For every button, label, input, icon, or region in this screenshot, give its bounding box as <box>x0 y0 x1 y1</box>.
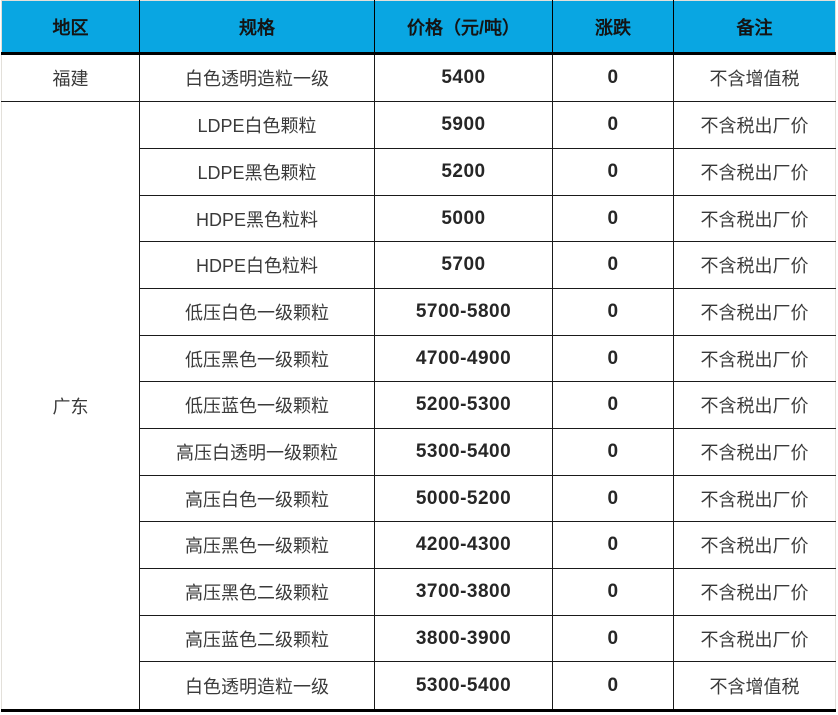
change-cell: 0 <box>552 194 674 243</box>
table-body: 福建 白色透明造粒一级 5400 0 不含增值税 广东 LDPE白色颗粒 5900 0 不含税出厂… <box>1 52 836 711</box>
note-cell: 不含税出厂价 <box>673 148 836 196</box>
price-cell: 3700-3800 <box>374 568 553 616</box>
spec-cell: 低压蓝色一级颗粒 <box>139 381 375 430</box>
change-cell: 0 <box>552 428 674 476</box>
spec-cell: 白色透明造粒一级 <box>139 52 375 103</box>
change-cell: 0 <box>552 521 674 570</box>
spec-cell: HDPE白色粒料 <box>139 241 375 290</box>
change-cell: 0 <box>552 52 674 103</box>
price-cell: 5700 <box>374 241 553 290</box>
spec-cell: LDPE黑色颗粒 <box>139 148 375 196</box>
note-cell: 不含增值税 <box>673 661 836 711</box>
price-cell: 3800-3900 <box>374 614 553 663</box>
note-cell: 不含税出厂价 <box>673 521 836 570</box>
price-cell: 5000 <box>374 194 553 243</box>
table-row: 高压黑色一级颗粒 4200-4300 0 不含税出厂价 <box>2 521 836 570</box>
change-cell: 0 <box>552 101 674 150</box>
column-header-spec: 规格 <box>139 0 375 55</box>
table-row: 白色透明造粒一级 5300-5400 0 不含增值税 <box>2 661 836 711</box>
price-cell: 5200 <box>374 148 553 196</box>
note-cell: 不含税出厂价 <box>673 101 836 150</box>
change-cell: 0 <box>552 381 674 430</box>
price-cell: 5300-5400 <box>374 661 553 711</box>
change-cell: 0 <box>552 241 674 290</box>
table-row: 低压白色一级颗粒 5700-5800 0 不含税出厂价 <box>2 288 836 336</box>
note-cell: 不含税出厂价 <box>673 241 836 290</box>
price-cell: 4200-4300 <box>374 521 553 570</box>
table-row: LDPE黑色颗粒 5200 0 不含税出厂价 <box>2 148 836 196</box>
table-row: HDPE黑色粒料 5000 0 不含税出厂价 <box>2 194 836 243</box>
spec-cell: 高压白色一级颗粒 <box>139 474 375 523</box>
spec-cell: 低压黑色一级颗粒 <box>139 334 375 383</box>
spec-cell: HDPE黑色粒料 <box>139 194 375 243</box>
note-cell: 不含税出厂价 <box>673 428 836 476</box>
price-cell: 5200-5300 <box>374 381 553 430</box>
change-cell: 0 <box>552 288 674 336</box>
price-cell: 5300-5400 <box>374 428 553 476</box>
note-cell: 不含税出厂价 <box>673 334 836 383</box>
note-cell: 不含税出厂价 <box>673 474 836 523</box>
spec-cell: 高压白透明一级颗粒 <box>139 428 375 476</box>
column-header-price: 价格（元/吨） <box>374 0 553 55</box>
price-cell: 5900 <box>374 101 553 150</box>
change-cell: 0 <box>552 148 674 196</box>
change-cell: 0 <box>552 568 674 616</box>
note-cell: 不含税出厂价 <box>673 614 836 663</box>
change-cell: 0 <box>552 614 674 663</box>
spec-cell: 白色透明造粒一级 <box>139 661 375 711</box>
spec-cell: 高压黑色一级颗粒 <box>139 521 375 570</box>
column-header-change: 涨跌 <box>552 0 674 55</box>
region-cell: 福建 <box>1 52 140 103</box>
price-cell: 5400 <box>374 52 553 103</box>
table-row: 广东 LDPE白色颗粒 5900 0 不含税出厂价 <box>1 101 836 711</box>
column-header-region: 地区 <box>1 0 140 55</box>
table-row: 高压白透明一级颗粒 5300-5400 0 不含税出厂价 <box>2 428 836 476</box>
spec-cell: 高压黑色二级颗粒 <box>139 568 375 616</box>
note-cell: 不含增值税 <box>673 52 836 103</box>
region-cell: 广东 <box>1 101 140 711</box>
table-row: 福建 白色透明造粒一级 5400 0 不含增值税 <box>1 52 836 103</box>
price-cell: 4700-4900 <box>374 334 553 383</box>
table-header: 地区 规格 价格（元/吨） 涨跌 备注 <box>1 0 836 55</box>
note-cell: 不含税出厂价 <box>673 288 836 336</box>
table-row: HDPE白色粒料 5700 0 不含税出厂价 <box>2 241 836 290</box>
change-cell: 0 <box>552 474 674 523</box>
note-cell: 不含税出厂价 <box>673 381 836 430</box>
price-cell: 5700-5800 <box>374 288 553 336</box>
spec-cell: 高压蓝色二级颗粒 <box>139 614 375 663</box>
column-header-note: 备注 <box>673 0 836 55</box>
table-row: 低压蓝色一级颗粒 5200-5300 0 不含税出厂价 <box>2 381 836 430</box>
change-cell: 0 <box>552 334 674 383</box>
table-row: 低压黑色一级颗粒 4700-4900 0 不含税出厂价 <box>2 334 836 383</box>
table-row: 高压蓝色二级颗粒 3800-3900 0 不含税出厂价 <box>2 614 836 663</box>
price-cell: 5000-5200 <box>374 474 553 523</box>
note-cell: 不含税出厂价 <box>673 194 836 243</box>
spec-cell: LDPE白色颗粒 <box>139 101 375 150</box>
change-cell: 0 <box>552 661 674 711</box>
header-row: 地区 规格 价格（元/吨） 涨跌 备注 <box>1 0 836 55</box>
table-row: 高压白色一级颗粒 5000-5200 0 不含税出厂价 <box>2 474 836 523</box>
note-cell: 不含税出厂价 <box>673 568 836 616</box>
spec-cell: 低压白色一级颗粒 <box>139 288 375 336</box>
